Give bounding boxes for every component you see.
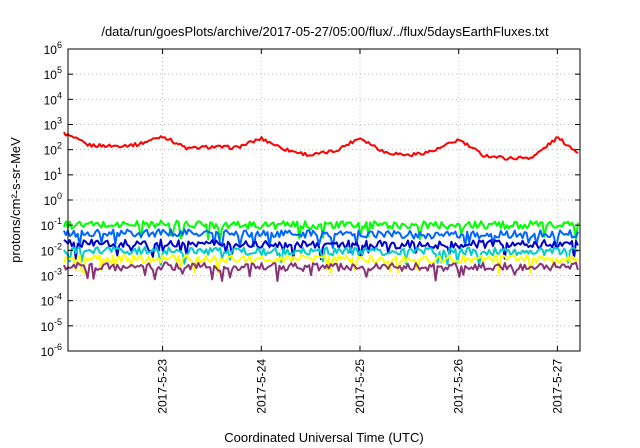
series-line-2 [62,228,579,250]
grid [68,49,580,351]
y-tick-label: 10-2 [41,241,62,258]
y-tick-label: 102 [44,141,62,158]
x-tick-label: 2017-5-25 [353,359,367,414]
series-group [62,131,579,282]
chart-title: /data/run/goesPlots/archive/2017-05-27/0… [101,24,549,39]
y-tick-label: 101 [44,166,62,183]
y-tick-label: 10-3 [41,267,62,284]
y-tick-label: 106 [44,40,62,57]
y-axis: 106 105 104 103 102 101 100 10-1 10-2 10-3 10-4 10-… [41,40,580,359]
y-tick-label: 105 [44,65,62,82]
y-tick-label: 104 [44,90,62,107]
x-axis-label: Coordinated Universal Time (UTC) [224,430,423,445]
series-line-5 [62,254,579,275]
x-tick-label: 2017-5-27 [550,359,564,414]
y-tick-label: 103 [44,116,62,133]
y-tick-label: 10-1 [41,216,62,233]
series-line-6 [62,261,579,282]
y-axis-label: protons/cm²-s-sr-MeV [8,137,23,263]
series-line-0 [63,131,579,161]
series-line-4 [63,246,579,267]
y-tick-label: 10-5 [41,317,62,334]
x-tick-label: 2017-5-23 [156,359,170,414]
y-tick-label: 10-4 [41,292,62,309]
series-line-1 [62,219,579,241]
y-tick-label: 100 [44,191,62,208]
x-tick-label: 2017-5-26 [452,359,466,414]
series-line-3 [63,238,579,261]
x-axis: 2017-5-23 2017-5-24 2017-5-25 2017-5-26 2017… [156,49,564,414]
y-tick-label: 10-6 [41,342,62,359]
x-tick-label: 2017-5-24 [254,359,268,414]
